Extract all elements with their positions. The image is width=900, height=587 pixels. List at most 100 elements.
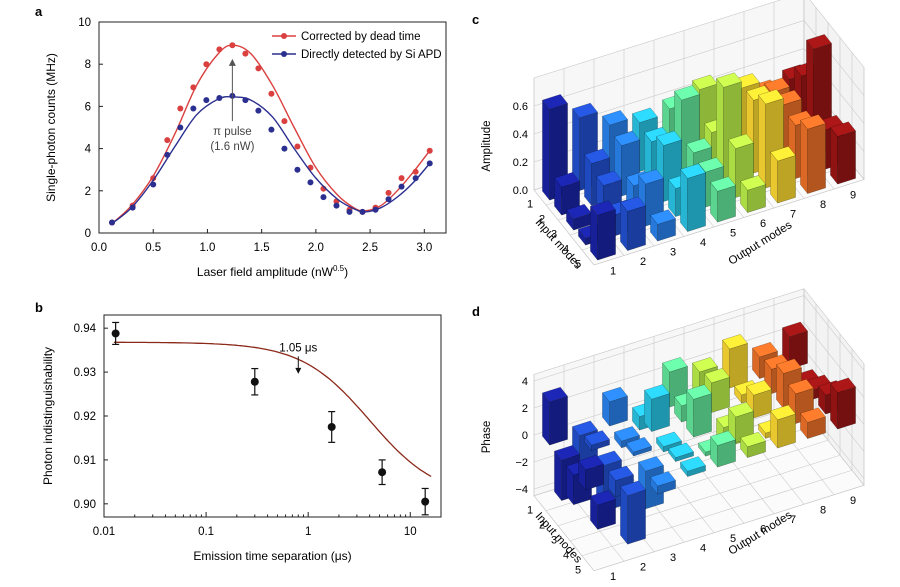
data-point-corrected (268, 90, 275, 97)
bar-face (637, 169, 665, 185)
bar-face (687, 172, 706, 232)
data-point-direct (307, 179, 314, 186)
data-point-direct (255, 107, 262, 114)
bar-face (571, 420, 599, 436)
bar-face (649, 471, 677, 487)
data-point-corrected (412, 168, 419, 175)
x-tick-label: 1.0 (199, 242, 215, 254)
data-point (378, 468, 387, 477)
bar-face (553, 445, 581, 461)
bar-3d (541, 94, 569, 201)
bar-face (553, 172, 581, 188)
bar-face (799, 114, 827, 130)
legend-label: Directly detected by Si APD (301, 49, 442, 61)
data-point (250, 377, 259, 386)
data-point-direct (242, 97, 249, 104)
data-point-direct (346, 208, 353, 215)
bar-3d (769, 404, 797, 449)
panel-c: c 0.00.20.40.612345123456789AmplitudeInp… (472, 0, 865, 277)
bar-face (829, 377, 857, 393)
input-mode-label: 4 (563, 244, 569, 256)
input-mode-label: 3 (551, 534, 557, 546)
y-tick-label: 8 (85, 59, 91, 71)
data-point-direct (150, 181, 157, 188)
bar-3d (679, 456, 707, 478)
bar-3d (829, 377, 857, 430)
z-tick-label: 0.0 (513, 185, 528, 197)
data-point-direct (398, 183, 405, 190)
bar-face (655, 130, 683, 146)
bar-face (601, 110, 629, 126)
bar-face (541, 386, 569, 403)
data-point-direct (268, 126, 275, 133)
y-tick-label: 0.94 (74, 323, 97, 335)
floor-grid-line (653, 457, 715, 533)
z-axis-label: Phase (481, 421, 493, 454)
data-point-direct (177, 124, 184, 131)
bar-3d (589, 490, 617, 531)
z-tick-label: 0 (522, 430, 528, 442)
bar-face (679, 163, 707, 179)
bar-3d (589, 200, 617, 261)
panel-b: b 0.01 0.1 1 10 0.90 0.91 0.92 0.93 0.94 Emission… (35, 300, 442, 563)
bar-3d (679, 163, 707, 233)
annotation-power: (1.6 nW) (210, 141, 254, 153)
bar-face (829, 121, 857, 137)
y-tick-label: 2 (85, 186, 91, 198)
z-tick-label: 0.6 (513, 101, 528, 113)
output-mode-label: 6 (760, 218, 766, 230)
y-axis-label: Photon indistinguishability (41, 347, 55, 485)
input-mode-label: 2 (539, 519, 545, 531)
bar-face (613, 426, 641, 442)
input-mode-label: 5 (575, 564, 581, 576)
data-point-direct (426, 160, 433, 167)
panel-a: a 0.0 0.5 1.0 1.5 2.0 2.5 3.0 0 2 4 6 8 10 Laser fiel… (35, 4, 447, 279)
bar-face (739, 431, 767, 448)
bar-face (703, 367, 731, 384)
input-mode-label: 5 (575, 259, 581, 271)
x-tick-label: 0.1 (198, 526, 214, 538)
x-tick-label: 0.0 (91, 242, 107, 254)
data-point-direct (359, 208, 366, 215)
bar-3d (577, 454, 605, 491)
bar-face (541, 94, 569, 110)
x-axis-label: Laser field amplitude (nW0.5) (197, 264, 348, 279)
output-mode-label: 9 (850, 189, 856, 201)
data-point-corrected (398, 175, 405, 182)
annotation-arrow-head (295, 367, 302, 374)
z-axis-label: Amplitude (481, 120, 493, 171)
bar-face (691, 357, 719, 373)
output-mode-label: 1 (610, 571, 616, 583)
bar-face (693, 393, 712, 438)
output-mode-label: 1 (610, 265, 616, 277)
output-mode-label: 3 (670, 552, 676, 564)
input-mode-label: 1 (527, 504, 533, 516)
bar-3d (727, 402, 755, 444)
output-mode-label: 2 (640, 256, 646, 268)
data-point-direct (109, 219, 116, 226)
bar-face (549, 395, 568, 446)
output-mode-label: 6 (760, 524, 766, 536)
bar-face (729, 342, 748, 389)
series-line-direct (111, 96, 431, 225)
data-point-direct (385, 196, 392, 203)
bar-face (597, 209, 616, 261)
y-axis-label: Single-photon counts (MHz) (44, 53, 58, 202)
z-tick-label: −4 (515, 484, 528, 496)
bar-face (745, 380, 773, 396)
data-point-direct (320, 194, 327, 201)
bar-3d (829, 121, 857, 185)
data-point-corrected (229, 42, 236, 49)
bar-face (685, 384, 713, 400)
output-mode-label: 4 (700, 237, 706, 249)
bar-3d (613, 426, 641, 449)
input-mode-label: 4 (563, 549, 569, 561)
x-tick-label: 1.5 (254, 242, 270, 254)
x-axis-label-end: ) (344, 265, 348, 279)
data-point-corrected (150, 175, 157, 182)
bar-face (627, 489, 646, 545)
bar-3d (655, 431, 683, 453)
bar-face (542, 99, 550, 201)
bar-3d (685, 384, 713, 438)
